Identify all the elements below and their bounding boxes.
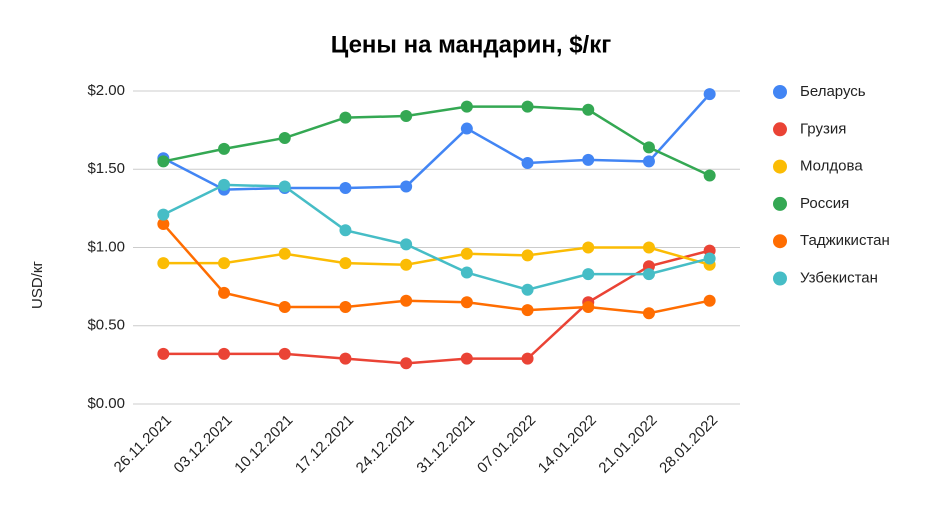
data-point bbox=[460, 100, 473, 113]
data-point bbox=[460, 352, 473, 365]
data-point bbox=[642, 241, 655, 254]
data-point bbox=[157, 218, 170, 231]
data-point bbox=[339, 300, 352, 313]
series-line bbox=[162, 183, 710, 292]
x-tick-label: 03.12.2021 bbox=[171, 412, 236, 477]
x-tick-label: 24.12.2021 bbox=[353, 412, 418, 477]
data-point bbox=[339, 257, 352, 270]
data-point bbox=[278, 131, 291, 144]
data-point bbox=[157, 208, 170, 221]
data-point bbox=[157, 155, 170, 168]
data-point bbox=[521, 352, 534, 365]
x-tick-label: 26.11.2021 bbox=[111, 412, 175, 476]
series-line bbox=[162, 93, 711, 191]
chart-title: Цены на мандарин, $/кг bbox=[331, 31, 611, 58]
data-point bbox=[642, 307, 655, 320]
y-tick-label: $0.00 bbox=[87, 395, 125, 412]
y-tick-label: $1.00 bbox=[87, 238, 125, 255]
data-point bbox=[460, 122, 473, 135]
y-tick-label: $2.00 bbox=[87, 82, 125, 99]
data-point bbox=[400, 294, 413, 307]
data-point bbox=[339, 352, 352, 365]
x-tick-label: 14.01.2022 bbox=[535, 412, 600, 477]
data-point bbox=[582, 103, 595, 116]
legend-marker bbox=[773, 85, 787, 99]
legend-label: Беларусь bbox=[800, 83, 866, 100]
x-tick-label: 07.01.2022 bbox=[474, 412, 539, 477]
legend-marker bbox=[773, 159, 787, 174]
data-point bbox=[642, 268, 655, 281]
legend-marker bbox=[773, 122, 787, 137]
data-point bbox=[339, 224, 352, 237]
x-tick-label: 10.12.2021 bbox=[231, 412, 296, 477]
data-point bbox=[703, 252, 716, 265]
data-point bbox=[703, 294, 716, 307]
data-point bbox=[400, 258, 413, 271]
data-point bbox=[339, 182, 352, 195]
series-line bbox=[163, 105, 711, 177]
legend-label: Таджикистан bbox=[800, 232, 890, 249]
y-axis-label: USD/кг bbox=[29, 261, 46, 309]
data-point bbox=[218, 178, 231, 191]
series-line bbox=[162, 223, 710, 315]
data-point bbox=[642, 141, 655, 154]
legend-marker bbox=[773, 196, 787, 211]
data-point bbox=[278, 180, 291, 193]
data-point bbox=[157, 347, 170, 360]
data-point bbox=[218, 347, 231, 360]
data-point bbox=[278, 300, 291, 313]
data-point bbox=[521, 156, 534, 169]
legend-marker bbox=[773, 234, 787, 249]
data-point bbox=[642, 155, 655, 168]
data-point bbox=[278, 247, 291, 260]
data-point bbox=[703, 169, 716, 182]
data-point bbox=[582, 241, 595, 254]
data-point bbox=[278, 347, 291, 360]
series-line bbox=[163, 249, 710, 365]
x-tick-label: 28.01.2022 bbox=[656, 412, 721, 477]
data-point bbox=[521, 304, 534, 317]
x-tick-label: 17.12.2021 bbox=[292, 412, 357, 477]
data-point bbox=[218, 257, 231, 270]
data-point bbox=[582, 268, 595, 281]
data-point bbox=[460, 296, 473, 309]
data-point bbox=[460, 266, 473, 279]
x-tick-label: 21.01.2022 bbox=[595, 412, 660, 477]
x-tick-label: 31.12.2021 bbox=[413, 412, 478, 477]
y-tick-label: $1.50 bbox=[87, 160, 125, 177]
legend-label: Молдова bbox=[800, 158, 863, 175]
data-point bbox=[460, 247, 473, 260]
data-point bbox=[582, 153, 595, 166]
data-point bbox=[703, 88, 716, 101]
legend-label: Узбекистан bbox=[800, 269, 878, 286]
legend-label: Россия bbox=[800, 195, 849, 212]
data-point bbox=[521, 249, 534, 262]
data-point bbox=[157, 257, 170, 270]
data-point bbox=[400, 180, 413, 193]
series-line bbox=[163, 246, 710, 266]
data-point bbox=[339, 111, 352, 124]
legend-marker bbox=[773, 271, 787, 286]
data-point bbox=[218, 286, 231, 299]
data-point bbox=[218, 142, 231, 155]
legend-label: Грузия bbox=[800, 120, 846, 137]
data-point bbox=[582, 300, 595, 313]
data-point bbox=[521, 100, 534, 113]
data-point bbox=[521, 283, 534, 296]
data-point bbox=[400, 110, 413, 123]
data-point bbox=[400, 238, 413, 251]
y-tick-label: $0.50 bbox=[87, 317, 125, 334]
data-point bbox=[400, 357, 413, 370]
